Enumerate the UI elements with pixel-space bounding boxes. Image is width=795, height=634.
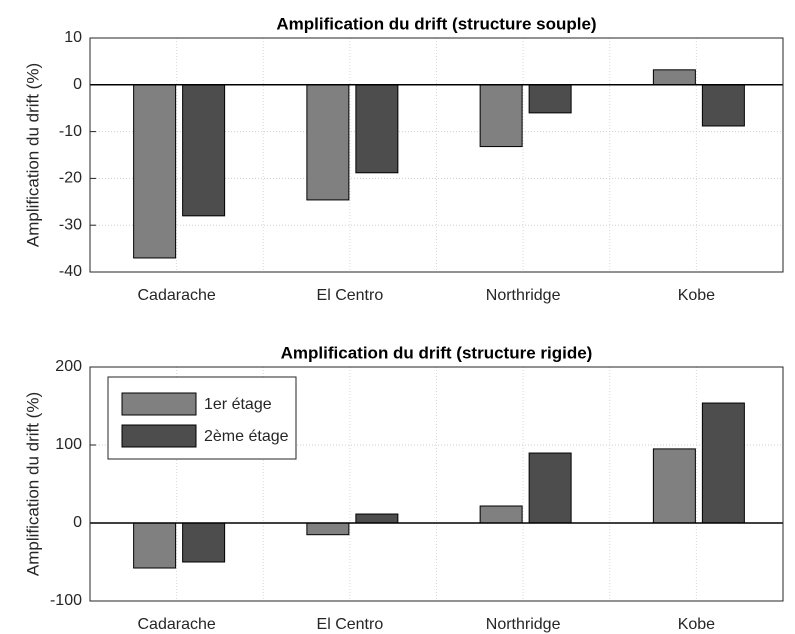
- y-tick-label: 200: [55, 358, 82, 375]
- axes-frame: [89, 366, 784, 602]
- x-tick-label: El Centro: [317, 287, 384, 304]
- y-tick-label: -10: [59, 123, 82, 140]
- bar: [701, 84, 745, 127]
- y-tick-label: 0: [73, 76, 82, 93]
- chart-title: Amplification du drift (structure souple…: [276, 14, 596, 33]
- bar: [528, 452, 572, 524]
- bar: [133, 522, 177, 569]
- x-tick-label: Northridge: [486, 616, 561, 633]
- x-tick-label: El Centro: [317, 616, 384, 633]
- y-tick-label: -20: [59, 170, 82, 187]
- x-tick-label: Kobe: [678, 616, 715, 633]
- y-tick-label: -30: [59, 216, 82, 233]
- bar: [652, 448, 696, 524]
- x-tick-label: Kobe: [678, 287, 715, 304]
- legend-swatch: [121, 424, 197, 448]
- bar: [652, 69, 696, 86]
- x-tick-label: Cadarache: [137, 287, 215, 304]
- chart-title: Amplification du drift (structure rigide…: [281, 343, 593, 362]
- legend-swatch: [121, 392, 197, 416]
- y-tick-label: 100: [55, 436, 82, 453]
- x-tick-label: Northridge: [486, 287, 561, 304]
- bar: [479, 84, 523, 148]
- bar: [479, 505, 523, 524]
- bar: [306, 522, 350, 536]
- bar: [701, 402, 745, 524]
- bar: [306, 84, 350, 201]
- y-tick-label: 10: [64, 29, 82, 46]
- axes-frame: [89, 37, 784, 273]
- y-axis-label: Amplification du drift (%): [23, 63, 42, 247]
- legend-label: 2ème étage: [204, 428, 289, 445]
- y-tick-label: -100: [50, 592, 82, 609]
- y-tick-label: 0: [73, 514, 82, 531]
- bar: [528, 84, 572, 114]
- legend-label: 1er étage: [204, 396, 272, 413]
- bar: [355, 84, 399, 174]
- bar: [182, 522, 226, 563]
- y-axis-label: Amplification du drift (%): [23, 392, 42, 576]
- y-tick-label: -40: [59, 263, 82, 280]
- bar: [133, 84, 177, 259]
- bar: [355, 513, 399, 524]
- x-tick-label: Cadarache: [137, 616, 215, 633]
- bar: [182, 84, 226, 217]
